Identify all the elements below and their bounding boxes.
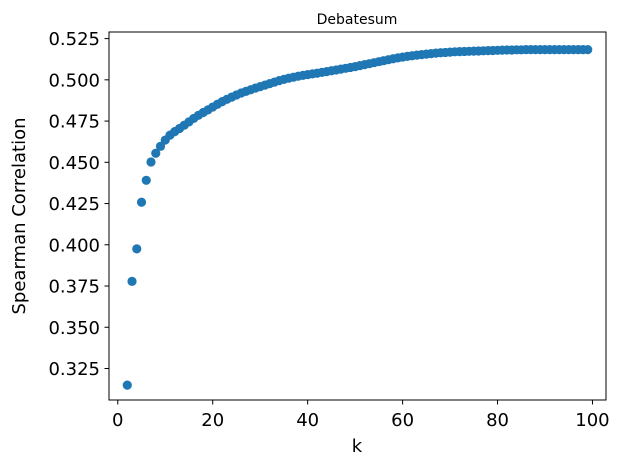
y-tick-label: 0.425 [48,194,100,215]
data-point [146,157,156,167]
y-tick-label: 0.400 [48,235,100,256]
y-tick-label: 0.500 [48,70,100,91]
data-point [127,276,137,286]
y-tick-label: 0.475 [48,112,100,133]
y-tick-label: 0.450 [48,153,100,174]
x-axis: 0 20 40 60 80 100 [112,400,610,431]
y-tick-label: 0.525 [48,29,100,50]
x-tick-label: 20 [201,410,224,431]
data-points [122,45,593,390]
x-tick-label: 80 [486,410,509,431]
y-tick-label: 0.375 [48,277,100,298]
y-tick-label: 0.350 [48,318,100,339]
chart-title: Debatesum [317,12,398,28]
y-axis: 0.325 0.350 0.375 0.400 0.425 0.450 0.475 0.500… [48,29,109,380]
x-tick-label: 40 [296,410,319,431]
data-point [583,45,593,55]
plot-frame [108,31,607,401]
data-point [155,141,166,151]
data-point [122,380,132,390]
y-tick-label: 0.325 [48,359,100,380]
x-axis-label: k [352,436,363,457]
data-point [132,244,142,254]
data-point [151,148,161,158]
y-axis-label: Spearman Correlation [9,118,30,315]
data-point [136,197,147,207]
x-tick-label: 100 [575,410,609,431]
x-tick-label: 60 [391,410,414,431]
x-tick-label: 0 [112,410,123,431]
data-point [141,175,151,185]
